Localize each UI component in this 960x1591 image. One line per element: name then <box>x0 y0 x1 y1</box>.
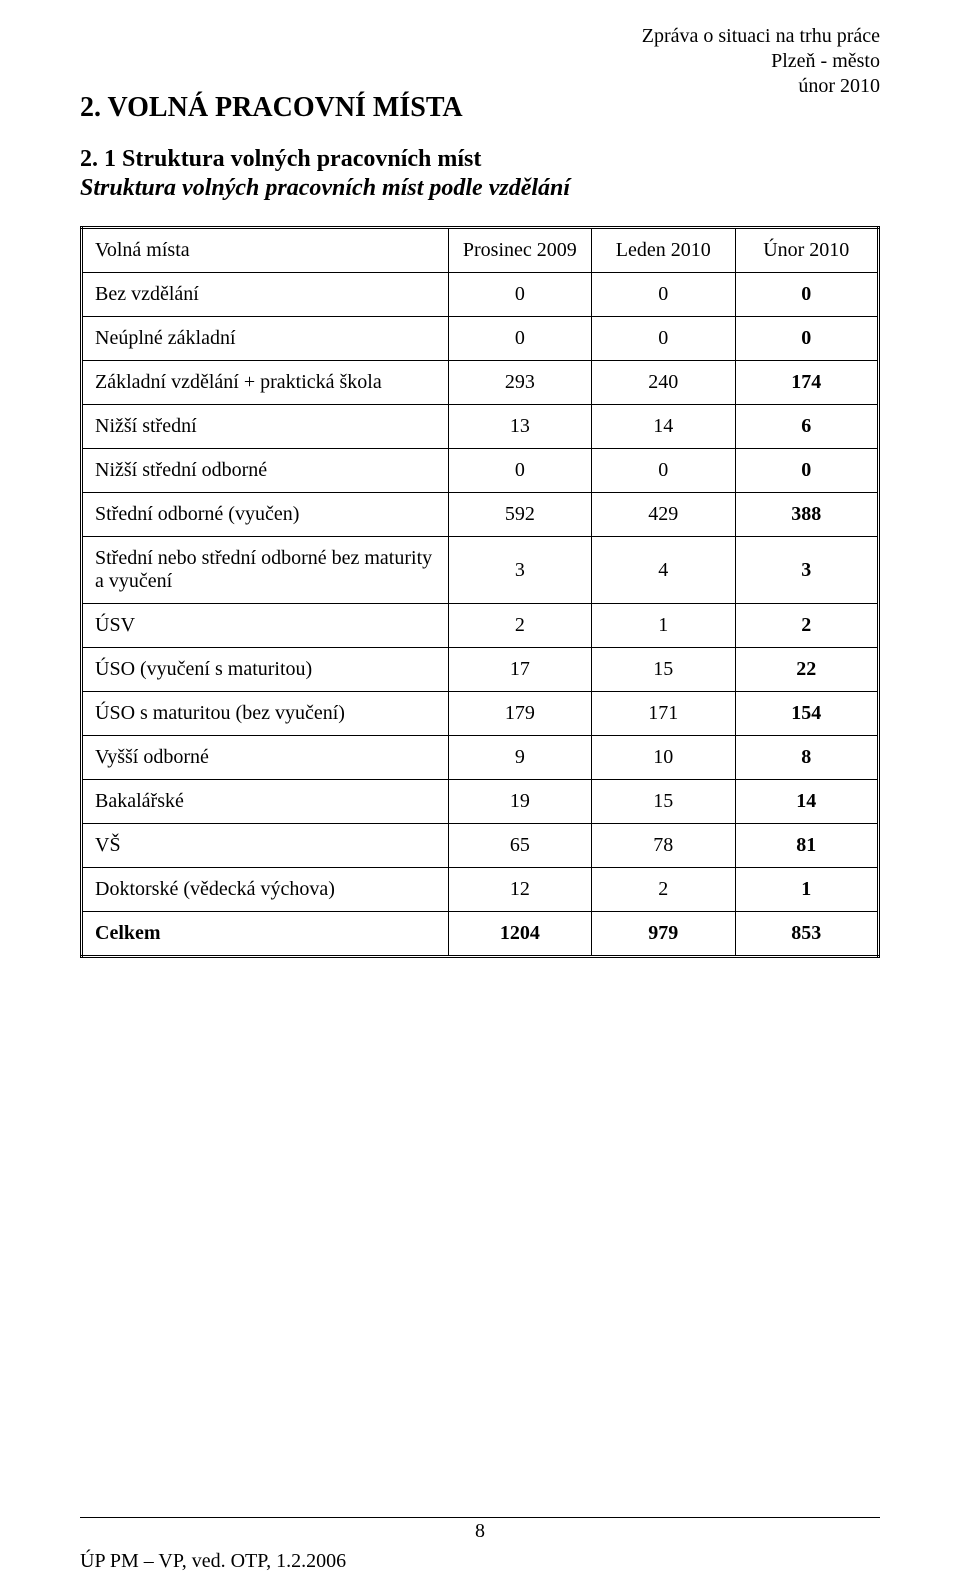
table-row: Nižší střední13146 <box>82 405 879 449</box>
table-row: VŠ657881 <box>82 824 879 868</box>
page: Zpráva o situaci na trhu práce Plzeň - m… <box>0 0 960 1591</box>
table-row: Střední odborné (vyučen)592429388 <box>82 493 879 537</box>
subsection-title: 2. 1 Struktura volných pracovních míst <box>80 146 880 173</box>
row-label: Vyšší odborné <box>82 736 449 780</box>
cell-col3: 154 <box>735 692 878 736</box>
cell-col3: 174 <box>735 361 878 405</box>
row-label: ÚSO (vyučení s maturitou) <box>82 648 449 692</box>
cell-col3: 6 <box>735 405 878 449</box>
cell-col3: 0 <box>735 273 878 317</box>
table-row: ÚSV212 <box>82 604 879 648</box>
table-row: Bakalářské191514 <box>82 780 879 824</box>
cell-col1: 12 <box>448 868 591 912</box>
cell-col3: 1 <box>735 868 878 912</box>
table-row: Doktorské (vědecká výchova)1221 <box>82 868 879 912</box>
row-label: Nižší střední odborné <box>82 449 449 493</box>
cell-col2: 0 <box>592 449 735 493</box>
cell-col1: 0 <box>448 317 591 361</box>
header-line-2: Plzeň - město <box>642 49 880 74</box>
row-label: Základní vzdělání + praktická škola <box>82 361 449 405</box>
cell-col2: 429 <box>592 493 735 537</box>
cell-col3: 2 <box>735 604 878 648</box>
table-row: ÚSO (vyučení s maturitou)171522 <box>82 648 879 692</box>
total-label: Celkem <box>82 912 449 957</box>
cell-col1: 0 <box>448 273 591 317</box>
table-row: Vyšší odborné9108 <box>82 736 879 780</box>
row-label: Bez vzdělání <box>82 273 449 317</box>
header-line-3: únor 2010 <box>642 74 880 99</box>
subsection-subtitle: Struktura volných pracovních míst podle … <box>80 175 880 202</box>
cell-col2: 15 <box>592 648 735 692</box>
cell-col2: 10 <box>592 736 735 780</box>
table-row: Střední nebo střední odborné bez maturit… <box>82 537 879 604</box>
col-header-1: Prosinec 2009 <box>448 228 591 273</box>
cell-col2: 2 <box>592 868 735 912</box>
cell-col2: 0 <box>592 317 735 361</box>
cell-col3: 14 <box>735 780 878 824</box>
total-col3: 853 <box>735 912 878 957</box>
row-label: ÚSV <box>82 604 449 648</box>
cell-col2: 14 <box>592 405 735 449</box>
table-row: Nižší střední odborné000 <box>82 449 879 493</box>
report-header: Zpráva o situaci na trhu práce Plzeň - m… <box>642 24 880 99</box>
col-header-3: Únor 2010 <box>735 228 878 273</box>
cell-col2: 0 <box>592 273 735 317</box>
cell-col1: 65 <box>448 824 591 868</box>
cell-col2: 240 <box>592 361 735 405</box>
cell-col1: 3 <box>448 537 591 604</box>
cell-col1: 2 <box>448 604 591 648</box>
table-header-row: Volná místa Prosinec 2009 Leden 2010 Úno… <box>82 228 879 273</box>
cell-col2: 171 <box>592 692 735 736</box>
table-row: Bez vzdělání000 <box>82 273 879 317</box>
row-label: Střední nebo střední odborné bez maturit… <box>82 537 449 604</box>
table-row: ÚSO s maturitou (bez vyučení)179171154 <box>82 692 879 736</box>
cell-col3: 0 <box>735 449 878 493</box>
cell-col2: 78 <box>592 824 735 868</box>
cell-col1: 0 <box>448 449 591 493</box>
cell-col1: 293 <box>448 361 591 405</box>
vacancies-table: Volná místa Prosinec 2009 Leden 2010 Úno… <box>80 226 880 958</box>
cell-col1: 179 <box>448 692 591 736</box>
table-row: Neúplné základní000 <box>82 317 879 361</box>
table-total-row: Celkem1204979853 <box>82 912 879 957</box>
cell-col3: 22 <box>735 648 878 692</box>
cell-col2: 1 <box>592 604 735 648</box>
row-label: Bakalářské <box>82 780 449 824</box>
cell-col3: 0 <box>735 317 878 361</box>
table-row: Základní vzdělání + praktická škola29324… <box>82 361 879 405</box>
cell-col1: 9 <box>448 736 591 780</box>
row-label: ÚSO s maturitou (bez vyučení) <box>82 692 449 736</box>
total-col1: 1204 <box>448 912 591 957</box>
cell-col1: 13 <box>448 405 591 449</box>
cell-col1: 19 <box>448 780 591 824</box>
cell-col1: 592 <box>448 493 591 537</box>
footer-rule: 8 <box>80 1517 880 1543</box>
row-label: VŠ <box>82 824 449 868</box>
cell-col1: 17 <box>448 648 591 692</box>
row-label: Neúplné základní <box>82 317 449 361</box>
header-line-1: Zpráva o situaci na trhu práce <box>642 24 880 49</box>
col-header-2: Leden 2010 <box>592 228 735 273</box>
page-number: 8 <box>80 1520 880 1543</box>
row-label: Nižší střední <box>82 405 449 449</box>
cell-col2: 4 <box>592 537 735 604</box>
cell-col3: 3 <box>735 537 878 604</box>
cell-col3: 388 <box>735 493 878 537</box>
cell-col3: 8 <box>735 736 878 780</box>
footer-left: ÚP PM – VP, ved. OTP, 1.2.2006 <box>80 1550 346 1573</box>
cell-col2: 15 <box>592 780 735 824</box>
col-header-label: Volná místa <box>82 228 449 273</box>
row-label: Doktorské (vědecká výchova) <box>82 868 449 912</box>
row-label: Střední odborné (vyučen) <box>82 493 449 537</box>
cell-col3: 81 <box>735 824 878 868</box>
total-col2: 979 <box>592 912 735 957</box>
